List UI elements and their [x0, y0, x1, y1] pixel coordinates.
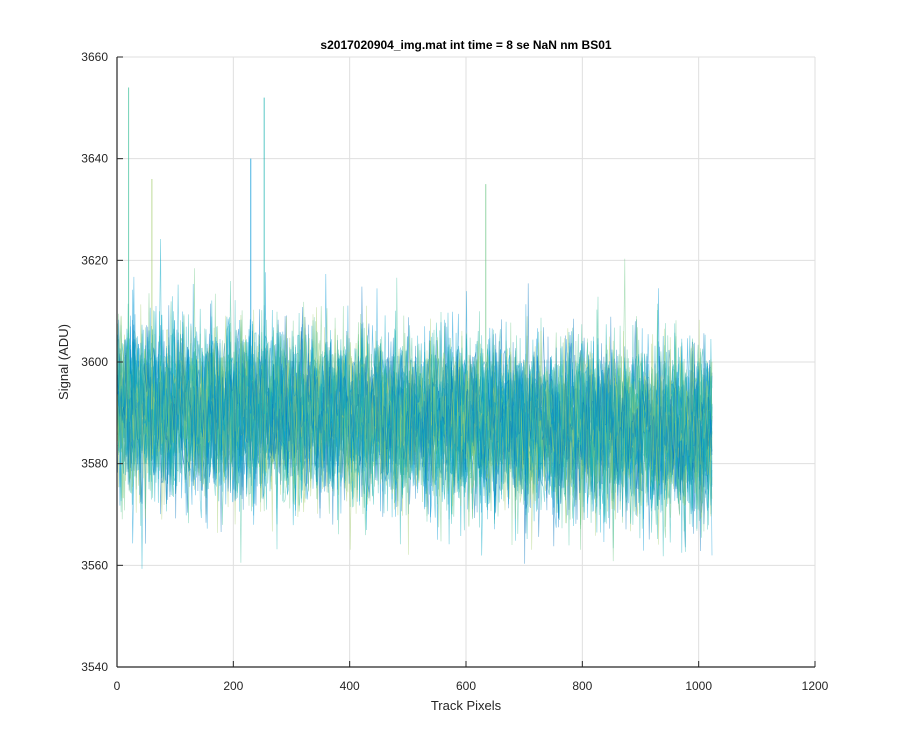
y-tick-label: 3540 — [81, 660, 108, 674]
x-tick-label: 600 — [456, 679, 476, 693]
x-tick-label: 0 — [114, 679, 121, 693]
data-traces — [117, 87, 713, 569]
chart-title: s2017020904_img.mat int time = 8 se NaN … — [320, 38, 611, 52]
x-axis-label: Track Pixels — [431, 698, 502, 713]
signal-trace — [117, 305, 713, 555]
signal-trace — [117, 273, 713, 556]
y-tick-label: 3660 — [81, 50, 108, 64]
y-tick-label: 3580 — [81, 457, 108, 471]
y-tick-label: 3560 — [81, 558, 108, 572]
x-tick-label: 800 — [572, 679, 592, 693]
x-tick-label: 1200 — [802, 679, 829, 693]
y-tick-label: 3640 — [81, 152, 108, 166]
x-tick-label: 1000 — [685, 679, 712, 693]
x-tick-label: 400 — [340, 679, 360, 693]
tick-labels: 0 200 400 600 800 1000 1200 3540 3560 3580 3600 362… — [81, 50, 828, 693]
y-tick-label: 3620 — [81, 253, 108, 267]
x-tick-label: 200 — [223, 679, 243, 693]
y-axis-label: Signal (ADU) — [56, 324, 71, 400]
y-tick-label: 3600 — [81, 355, 108, 369]
